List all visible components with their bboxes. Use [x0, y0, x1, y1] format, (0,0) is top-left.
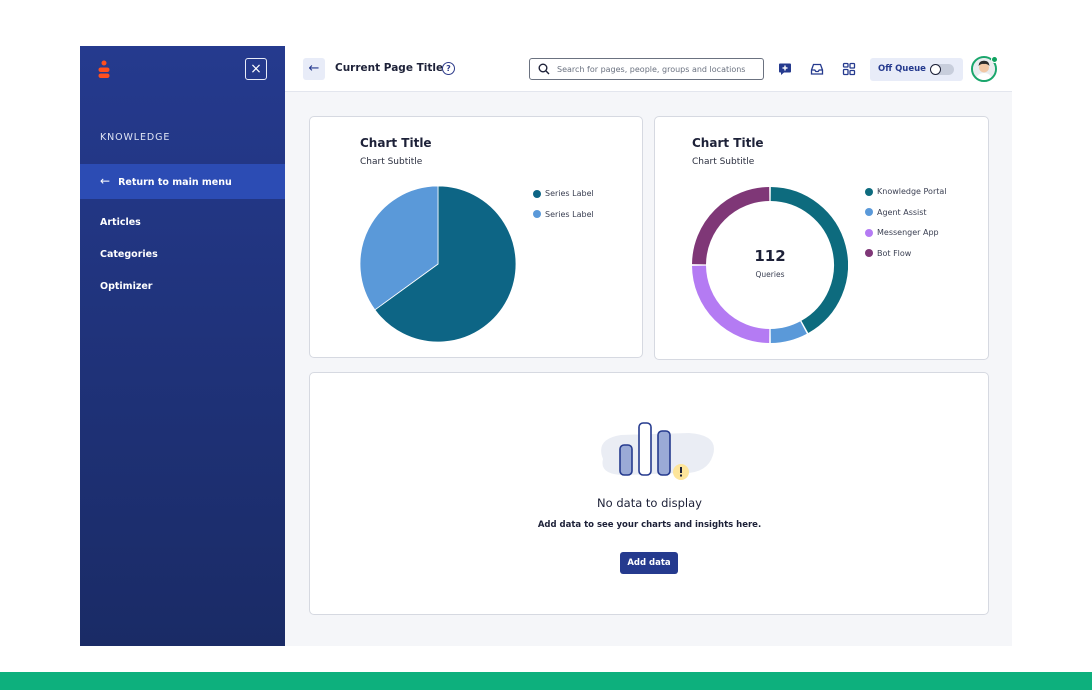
search-icon — [538, 63, 550, 75]
back-button[interactable]: ← — [303, 58, 325, 80]
donut-center-value: 112 — [754, 247, 786, 265]
chart-subtitle: Chart Subtitle — [692, 157, 755, 167]
pie-chart-card: Chart Title Chart Subtitle Series Label S… — [309, 116, 643, 358]
help-icon[interactable]: ? — [442, 62, 455, 75]
legend-swatch — [865, 228, 873, 237]
legend-label: Messenger App — [877, 228, 939, 237]
empty-state-text: Add data to see your charts and insights… — [537, 520, 762, 530]
return-to-main-menu-button[interactable]: ← Return to main menu — [80, 164, 285, 199]
legend-label: Knowledge Portal — [877, 187, 947, 196]
legend-swatch — [533, 189, 541, 198]
empty-state-title: No data to display — [597, 496, 702, 510]
bar-chart-warning-icon — [601, 422, 714, 480]
donut-center-label: Queries — [755, 270, 785, 279]
search-box — [529, 58, 764, 80]
legend-item: Series Label — [533, 187, 594, 200]
status-online-badge — [991, 56, 998, 63]
donut-segment[interactable] — [770, 187, 848, 333]
legend-item: Agent Assist — [865, 206, 947, 219]
legend-label: Series Label — [545, 189, 594, 198]
legend-label: Series Label — [545, 209, 594, 219]
top-header: ← Current Page Title ? — [285, 46, 1012, 92]
arrow-left-icon: ← — [308, 61, 320, 76]
legend-swatch — [865, 208, 873, 216]
chart-subtitle: Chart Subtitle — [360, 157, 423, 167]
bottom-accent-bar — [0, 672, 1092, 690]
queue-toggle[interactable]: Off Queue — [870, 58, 963, 81]
inbox-icon[interactable] — [810, 62, 824, 76]
logo-icon — [98, 60, 110, 78]
empty-state-card: No data to display Add data to see your … — [309, 372, 989, 615]
donut-chart-card: Chart Title Chart Subtitle 112 Queries K… — [654, 116, 989, 360]
legend-item: Bot Flow — [865, 247, 947, 260]
pie-legend: Series Label Series Label — [533, 187, 594, 228]
donut-segment[interactable] — [770, 321, 807, 343]
queue-switch[interactable] — [930, 64, 954, 75]
donut-legend: Knowledge Portal Agent Assist Messenger Ap… — [865, 185, 947, 267]
legend-swatch — [865, 187, 873, 196]
chart-title: Chart Title — [360, 136, 432, 150]
arrow-left-icon: ← — [100, 174, 111, 188]
legend-label: Bot Flow — [877, 248, 912, 258]
search-input[interactable] — [557, 62, 757, 76]
app-window: × KNOWLEDGE ← Return to main menu Article… — [80, 46, 1012, 646]
page-title: Current Page Title — [335, 62, 444, 74]
apps-grid-icon[interactable] — [842, 62, 856, 76]
donut-segment[interactable] — [692, 265, 770, 343]
sidebar-item-articles[interactable]: Articles — [100, 217, 141, 228]
donut-chart — [692, 187, 848, 343]
donut-chart-area: 112 Queries — [692, 187, 848, 343]
toggle-knob — [930, 64, 941, 75]
close-sidebar-button[interactable]: × — [245, 58, 267, 80]
avatar-image — [973, 58, 995, 80]
legend-item: Messenger App — [865, 226, 947, 239]
close-icon: × — [250, 61, 262, 77]
queue-label: Off Queue — [878, 64, 926, 74]
sidebar-item-optimizer[interactable]: Optimizer — [100, 281, 153, 292]
sidebar-item-categories[interactable]: Categories — [100, 249, 158, 260]
pie-slice[interactable] — [360, 186, 439, 311]
chat-add-icon[interactable] — [778, 62, 792, 76]
chart-title: Chart Title — [692, 136, 764, 150]
pie-chart — [360, 186, 516, 342]
pie-slice[interactable] — [374, 186, 516, 342]
legend-label: Agent Assist — [877, 207, 927, 217]
donut-segment[interactable] — [692, 187, 770, 265]
return-label: Return to main menu — [118, 177, 232, 188]
sidebar: × KNOWLEDGE ← Return to main menu Article… — [80, 46, 285, 646]
legend-item: Knowledge Portal — [865, 185, 947, 198]
sidebar-section-heading: KNOWLEDGE — [100, 132, 171, 143]
legend-item: Series Label — [533, 208, 594, 221]
legend-swatch — [865, 249, 873, 257]
add-data-button[interactable]: Add data — [620, 552, 678, 574]
legend-swatch — [533, 210, 541, 218]
